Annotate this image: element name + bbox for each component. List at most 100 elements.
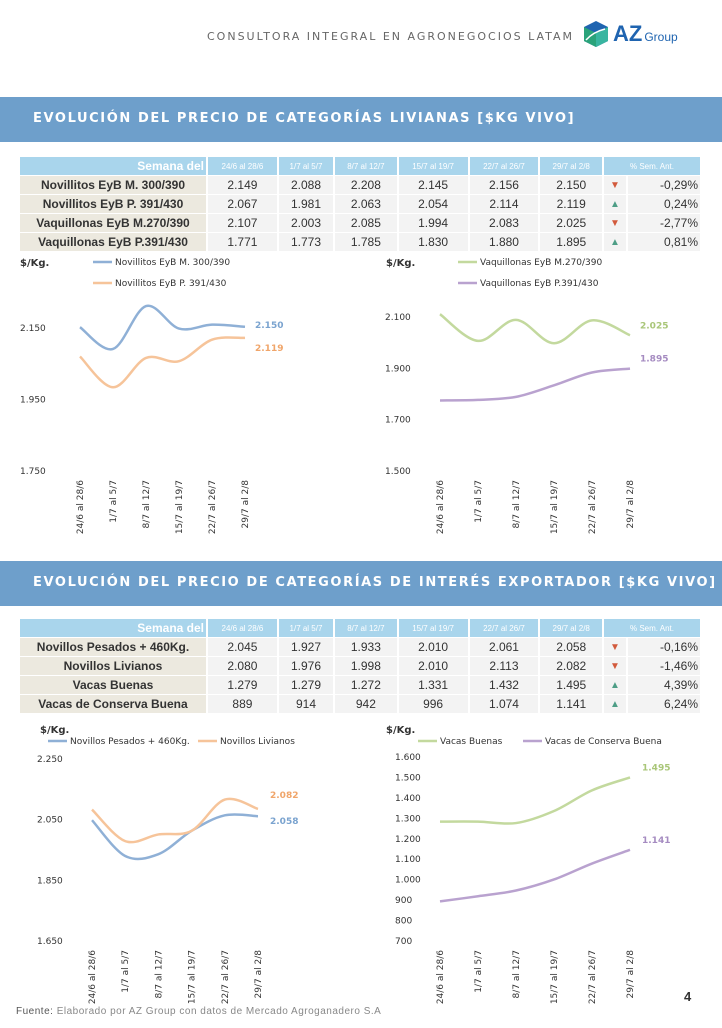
value-cell: 2.085 — [335, 214, 397, 232]
y-tick-label: 1.950 — [20, 395, 46, 405]
az-group-logo: AZ Group — [583, 20, 678, 48]
y-tick-label: 1.600 — [395, 753, 421, 763]
line-chart-4: $/Kg. 700 800 900 1.000 1.100 1.200 1.300 1.400 1… — [386, 725, 670, 1004]
pct-change: 4,39% — [628, 676, 700, 694]
legend-label: Novillos Pesados + 460Kg. — [70, 737, 190, 747]
value-cell: 2.114 — [469, 195, 539, 213]
x-tick-label: 8/7 al 12/7 — [154, 950, 164, 998]
value-cell: 2.156 — [469, 176, 539, 194]
y-tick-label: 900 — [395, 896, 412, 906]
header-cell: Semana del — [20, 157, 206, 175]
pct-change: 0,24% — [628, 195, 700, 213]
line-chart-3: $/Kg. 1.650 1.850 2.050 2.250 24/6 al 28/6 1/7… — [37, 725, 298, 1004]
value-cell: 1.933 — [335, 638, 397, 656]
header-tagline: CONSULTORA INTEGRAL EN AGRONEGOCIOS LATA… — [207, 30, 575, 43]
y-tick-label: 1.850 — [37, 876, 63, 886]
x-tick-label: 22/7 al 26/7 — [221, 950, 231, 1004]
value-cell: 1.830 — [398, 233, 468, 251]
y-tick-label: 800 — [395, 917, 412, 927]
x-tick-label: 15/7 al 19/7 — [550, 950, 560, 1004]
pct-change: -1,46% — [628, 657, 700, 675]
x-tick-label: 1/7 al 5/7 — [474, 950, 484, 993]
line-chart-1: $/Kg. 1.750 1.950 2.150 24/6 al 28/6 1/7 al 5… — [20, 258, 283, 534]
header-cell: 29/7 al 2/8 — [540, 157, 602, 175]
y-axis-label: $/Kg. — [20, 258, 49, 269]
y-tick-label: 1.900 — [385, 364, 411, 374]
trend-up-icon: ▲ — [604, 195, 626, 213]
table-row: Vacas Buenas 1.279 1.279 1.272 1.331 1.432 1.4… — [20, 676, 700, 694]
x-tick-label: 1/7 al 5/7 — [474, 480, 484, 523]
header-cell: % Sem. Ant. — [604, 619, 700, 637]
value-cell: 1.981 — [278, 195, 334, 213]
legend-label: Vacas de Conserva Buena — [545, 737, 662, 747]
legend-label: Vaquillonas EyB M.270/390 — [480, 258, 603, 268]
y-tick-label: 1.100 — [395, 855, 421, 865]
trend-down-icon: ▼ — [604, 214, 626, 232]
value-cell: 1.994 — [398, 214, 468, 232]
x-tick-label: 29/7 al 2/8 — [241, 480, 251, 529]
value-cell: 1.895 — [540, 233, 602, 251]
table-row: Vaquillonas EyB P.391/430 1.771 1.773 1.785… — [20, 233, 700, 251]
x-tick-label: 24/6 al 28/6 — [436, 950, 446, 1004]
row-label: Novillos Livianos — [20, 657, 206, 675]
data-label: 2.058 — [270, 817, 298, 827]
y-tick-label: 1.400 — [395, 794, 421, 804]
data-label: 2.082 — [270, 791, 298, 801]
series-line — [439, 313, 631, 345]
y-tick-label: 1.300 — [395, 814, 421, 824]
x-tick-label: 15/7 al 19/7 — [175, 480, 185, 534]
header-cell: 1/7 al 5/7 — [278, 619, 334, 637]
data-label: 1.895 — [640, 355, 668, 365]
row-label: Vaquillonas EyB M.270/390 — [20, 214, 206, 232]
value-cell: 1.773 — [278, 233, 334, 251]
y-tick-label: 2.250 — [37, 755, 63, 765]
series-line — [439, 367, 631, 402]
value-cell: 2.082 — [540, 657, 602, 675]
x-tick-label: 1/7 al 5/7 — [109, 480, 119, 523]
pct-change: -0,16% — [628, 638, 700, 656]
series-line — [439, 848, 631, 903]
value-cell: 2.088 — [278, 176, 334, 194]
legend-label: Vacas Buenas — [440, 737, 503, 747]
value-cell: 1.927 — [278, 638, 334, 656]
data-label: 1.141 — [642, 836, 670, 846]
y-tick-label: 2.100 — [385, 313, 411, 323]
header-cell: 24/6 al 28/6 — [208, 619, 277, 637]
value-cell: 2.025 — [540, 214, 602, 232]
x-tick-label: 22/7 al 26/7 — [588, 480, 598, 534]
x-tick-label: 24/6 al 28/6 — [88, 950, 98, 1004]
y-tick-label: 1.200 — [395, 835, 421, 845]
header-cell: % Sem. Ant. — [604, 157, 700, 175]
x-tick-label: 24/6 al 28/6 — [76, 480, 86, 534]
value-cell: 1.998 — [335, 657, 397, 675]
trend-up-icon: ▲ — [604, 695, 626, 713]
trend-down-icon: ▼ — [604, 638, 626, 656]
x-tick-label: 29/7 al 2/8 — [626, 480, 636, 529]
x-tick-label: 29/7 al 2/8 — [254, 950, 264, 999]
x-tick-label: 8/7 al 12/7 — [142, 480, 152, 528]
header-cell: 15/7 al 19/7 — [398, 157, 468, 175]
line-chart-2: $/Kg. 1.500 1.700 1.900 2.100 24/6 al 28/6 1/7… — [385, 258, 668, 534]
value-cell: 2.145 — [398, 176, 468, 194]
legend-label: Novillos Livianos — [220, 737, 295, 747]
footer-text: Elaborado por AZ Group con datos de Merc… — [56, 1006, 382, 1017]
x-tick-label: 8/7 al 12/7 — [512, 950, 522, 998]
x-tick-label: 22/7 al 26/7 — [588, 950, 598, 1004]
value-cell: 1.771 — [208, 233, 277, 251]
series-line — [439, 776, 631, 825]
y-axis-label: $/Kg. — [40, 725, 69, 736]
pct-change: 0,81% — [628, 233, 700, 251]
value-cell: 2.054 — [398, 195, 468, 213]
trend-up-icon: ▲ — [604, 676, 626, 694]
legend-label: Vaquillonas EyB P.391/430 — [480, 279, 599, 289]
y-tick-label: 1.650 — [37, 937, 63, 947]
value-cell: 2.063 — [335, 195, 397, 213]
x-tick-label: 15/7 al 19/7 — [188, 950, 198, 1004]
value-cell: 2.010 — [398, 638, 468, 656]
data-label: 2.119 — [255, 344, 283, 354]
value-cell: 1.279 — [208, 676, 277, 694]
value-cell: 2.083 — [469, 214, 539, 232]
value-cell: 1.785 — [335, 233, 397, 251]
value-cell: 1.074 — [469, 695, 539, 713]
row-label: Novillitos EyB M. 300/390 — [20, 176, 206, 194]
